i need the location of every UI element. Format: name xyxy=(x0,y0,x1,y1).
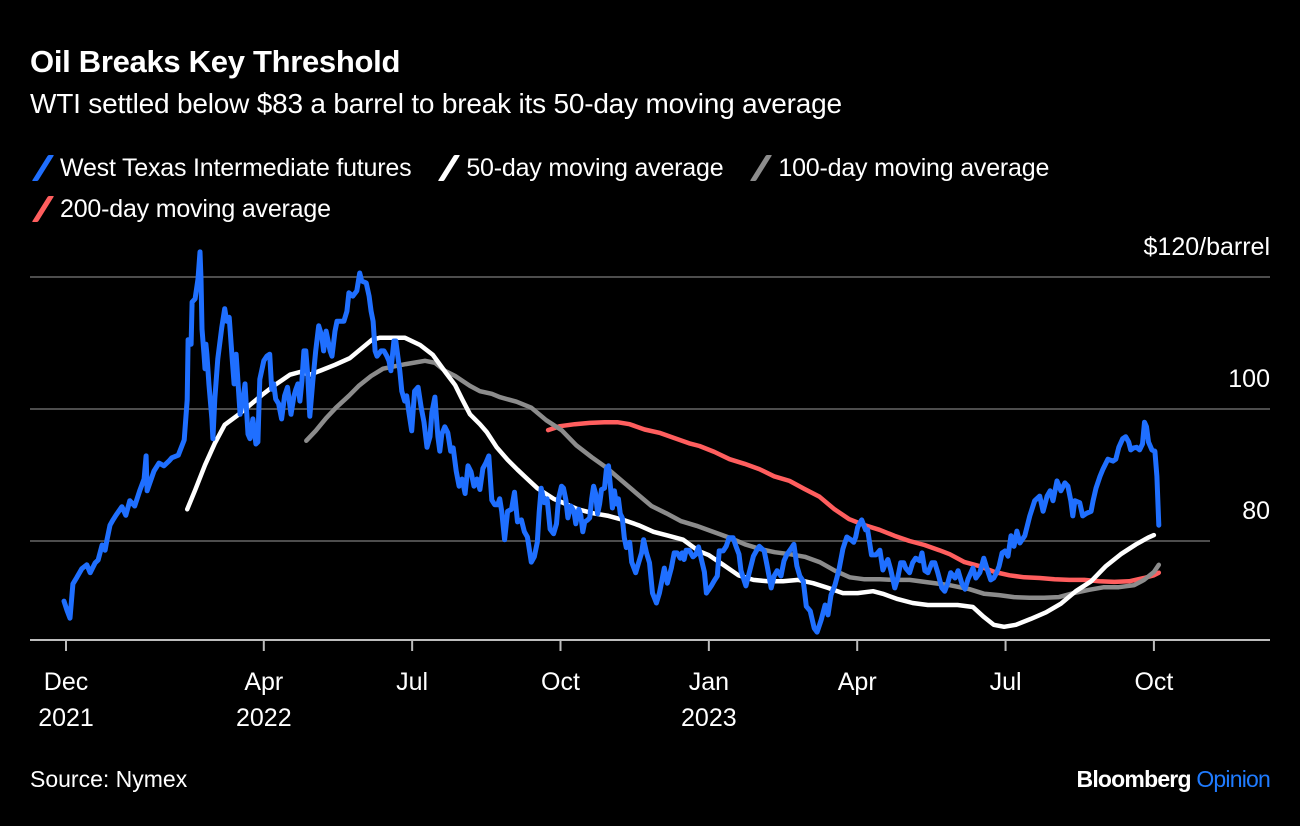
brand-logo: Bloomberg Opinion xyxy=(1076,766,1271,793)
x-tick-sublabel: 2023 xyxy=(681,704,737,732)
chart-subtitle: WTI settled below $83 a barrel to break … xyxy=(30,88,842,119)
legend-item-ma50: 50-day moving average xyxy=(436,150,724,186)
legend-label-wti: West Texas Intermediate futures xyxy=(60,154,412,182)
source-note: Source: Nymex xyxy=(30,766,188,792)
chart-title: Oil Breaks Key Threshold xyxy=(30,44,401,79)
series-line-ma50 xyxy=(184,335,1157,630)
x-tick-label: Jul xyxy=(396,668,428,696)
x-axis: Dec 2021 Apr 2022 Jul Oct Jan 2023 Apr Jul Oct xyxy=(30,639,1270,732)
x-tick-label: Jan xyxy=(689,668,729,696)
x-tick-sublabel: 2021 xyxy=(38,704,94,732)
legend-label-ma50: 50-day moving average xyxy=(466,154,724,182)
y-tick-label-80: 80 xyxy=(1242,497,1270,525)
brand-suffix: Opinion xyxy=(1196,766,1270,792)
x-tick-label: Oct xyxy=(541,668,580,696)
y-tick-label-120: $120/barrel xyxy=(1144,233,1270,261)
x-tick-label: Jul xyxy=(990,668,1022,696)
legend-item-ma200: 200-day moving average xyxy=(30,191,331,227)
x-tick-label: Apr xyxy=(244,668,283,696)
legend-item-wti: West Texas Intermediate futures xyxy=(30,150,412,186)
x-tick-label: Oct xyxy=(1134,668,1173,696)
y-axis-labels: 80 100 $120/barrel xyxy=(1144,233,1270,525)
x-tick-label: Dec xyxy=(44,668,88,696)
x-tick-label: Apr xyxy=(838,668,877,696)
series-line-ma100 xyxy=(304,358,1162,601)
legend: West Texas Intermediate futures 50-day m… xyxy=(30,150,1280,232)
x-tick-sublabel: 2022 xyxy=(236,704,292,732)
brand-name: Bloomberg xyxy=(1076,766,1192,792)
legend-label-ma200: 200-day moving average xyxy=(60,195,331,223)
y-tick-label-100: 100 xyxy=(1228,365,1270,393)
series-line-ma200 xyxy=(545,419,1162,585)
legend-label-ma100: 100-day moving average xyxy=(778,154,1050,182)
series-lines xyxy=(61,249,1162,635)
series-line-wti xyxy=(61,249,1162,635)
legend-item-ma100: 100-day moving average xyxy=(748,150,1049,186)
